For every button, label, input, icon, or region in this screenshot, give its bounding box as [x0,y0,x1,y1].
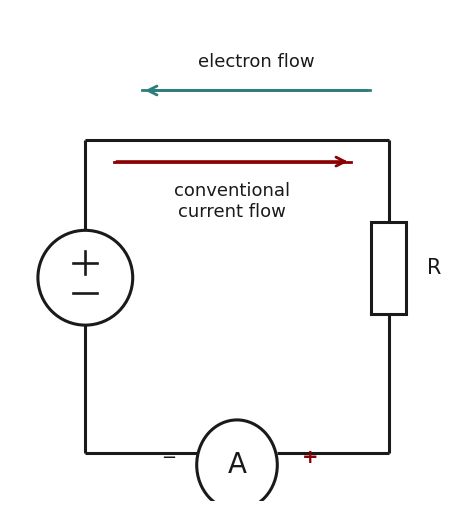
Circle shape [38,230,133,325]
Text: conventional
current flow: conventional current flow [174,182,290,221]
Ellipse shape [197,420,277,510]
Text: R: R [427,258,441,278]
Text: +: + [302,448,319,467]
Bar [371,222,406,315]
Text: A: A [228,451,246,479]
Text: electron flow: electron flow [198,53,314,71]
Text: −: − [161,449,176,467]
